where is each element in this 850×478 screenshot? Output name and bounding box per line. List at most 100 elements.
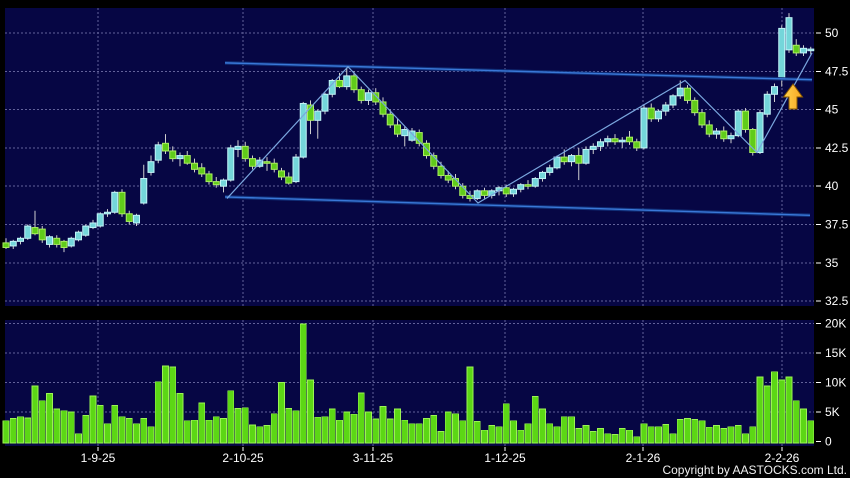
- volume-bar: [597, 428, 604, 444]
- candle-up: [220, 179, 227, 187]
- volume-bar: [568, 416, 575, 444]
- up-arrow-annotation: [782, 83, 804, 110]
- volume-bar: [778, 379, 786, 444]
- candle-up: [510, 188, 517, 195]
- candle-up: [24, 225, 32, 239]
- candle-down: [705, 124, 713, 135]
- volume-bar: [575, 428, 583, 444]
- date-axis-label: 3-11-25: [353, 451, 394, 465]
- candle-up: [133, 214, 140, 224]
- volume-bar: [662, 423, 670, 444]
- volume-bar: [582, 425, 590, 444]
- candle-up: [104, 211, 111, 215]
- candle-down: [125, 213, 133, 222]
- volume-bar: [328, 408, 336, 444]
- volume-bar: [212, 416, 220, 444]
- volume-bar: [437, 431, 445, 444]
- volume-bar: [517, 429, 525, 444]
- volume-bar: [227, 390, 235, 444]
- volume-bar: [611, 434, 619, 444]
- candle-up: [807, 48, 815, 52]
- candle-up: [727, 135, 735, 140]
- volume-bar: [53, 408, 61, 444]
- candle-up: [111, 191, 119, 213]
- volume-bar: [495, 426, 503, 444]
- volume-bar: [299, 323, 307, 444]
- volume-bar: [220, 418, 227, 444]
- volume-bar: [89, 395, 97, 444]
- volume-bar: [684, 418, 691, 444]
- candle-up: [734, 110, 742, 137]
- volume-axis-label: 10K: [825, 375, 846, 389]
- candle-up: [539, 171, 546, 180]
- volume-bar: [336, 419, 343, 444]
- volume-bar: [618, 428, 626, 444]
- candle-down: [285, 176, 293, 184]
- volume-bar: [763, 385, 771, 444]
- volume-bar: [676, 419, 684, 444]
- volume-bar: [792, 400, 800, 444]
- volume-bar: [546, 423, 554, 444]
- candle-up: [154, 144, 162, 161]
- trend-zigzag-line: [226, 52, 813, 204]
- candle-up: [365, 92, 372, 101]
- candle-down: [372, 92, 380, 103]
- volume-bar: [800, 408, 807, 444]
- candle-down: [162, 142, 169, 152]
- volume-bar: [394, 408, 401, 444]
- volume-bar: [466, 366, 474, 444]
- volume-bar: [459, 420, 467, 444]
- volume-bar: [386, 418, 394, 444]
- volume-bar: [321, 416, 329, 444]
- volume-bar: [241, 407, 249, 444]
- candle-down: [241, 145, 249, 160]
- candle-down: [263, 161, 271, 164]
- candle-down: [647, 107, 655, 120]
- volume-bar: [38, 400, 46, 444]
- volume-bar: [125, 418, 133, 444]
- volume-axis-label: 15K: [825, 346, 846, 360]
- volume-bar: [60, 410, 68, 444]
- date-axis-label: 2-2-26: [765, 451, 800, 465]
- volume-bar: [742, 433, 749, 444]
- candle-up: [67, 237, 75, 247]
- volume-bar: [749, 426, 757, 444]
- candle-up: [473, 190, 481, 199]
- volume-bar: [357, 392, 365, 444]
- volume-bar: [401, 419, 409, 444]
- volume-bar: [9, 418, 17, 444]
- volume-bar: [705, 426, 713, 444]
- volume-bar: [104, 423, 111, 444]
- candle-down: [379, 101, 387, 115]
- volume-bar: [82, 415, 90, 444]
- volume-axis-label: 20K: [825, 316, 846, 330]
- candle-down: [481, 190, 488, 196]
- volume-bar: [169, 366, 177, 444]
- candle-up: [785, 17, 793, 51]
- candle-up: [778, 27, 786, 80]
- candle-down: [792, 44, 800, 54]
- candle-down: [357, 89, 365, 101]
- candle-down: [742, 110, 749, 131]
- candle-down: [430, 155, 438, 167]
- candle-down: [212, 181, 220, 186]
- price-axis-label: 32.5: [825, 294, 849, 308]
- candle-down: [31, 227, 39, 235]
- candle-down: [278, 170, 285, 178]
- candle-up: [321, 93, 329, 112]
- candle-down: [183, 155, 191, 164]
- price-axis-label: 42.5: [825, 141, 849, 155]
- candle-up: [314, 110, 322, 121]
- volume-axis-label: 5K: [825, 405, 840, 419]
- candle-down: [691, 99, 699, 114]
- volume-bar: [270, 413, 278, 444]
- candle-up: [176, 155, 184, 160]
- volume-bar: [314, 416, 322, 444]
- candle-up: [9, 240, 17, 247]
- volume-bar: [727, 426, 735, 444]
- volume-bar: [191, 419, 198, 444]
- candle-down: [118, 191, 126, 215]
- candle-down: [270, 162, 278, 170]
- candle-down: [336, 79, 343, 88]
